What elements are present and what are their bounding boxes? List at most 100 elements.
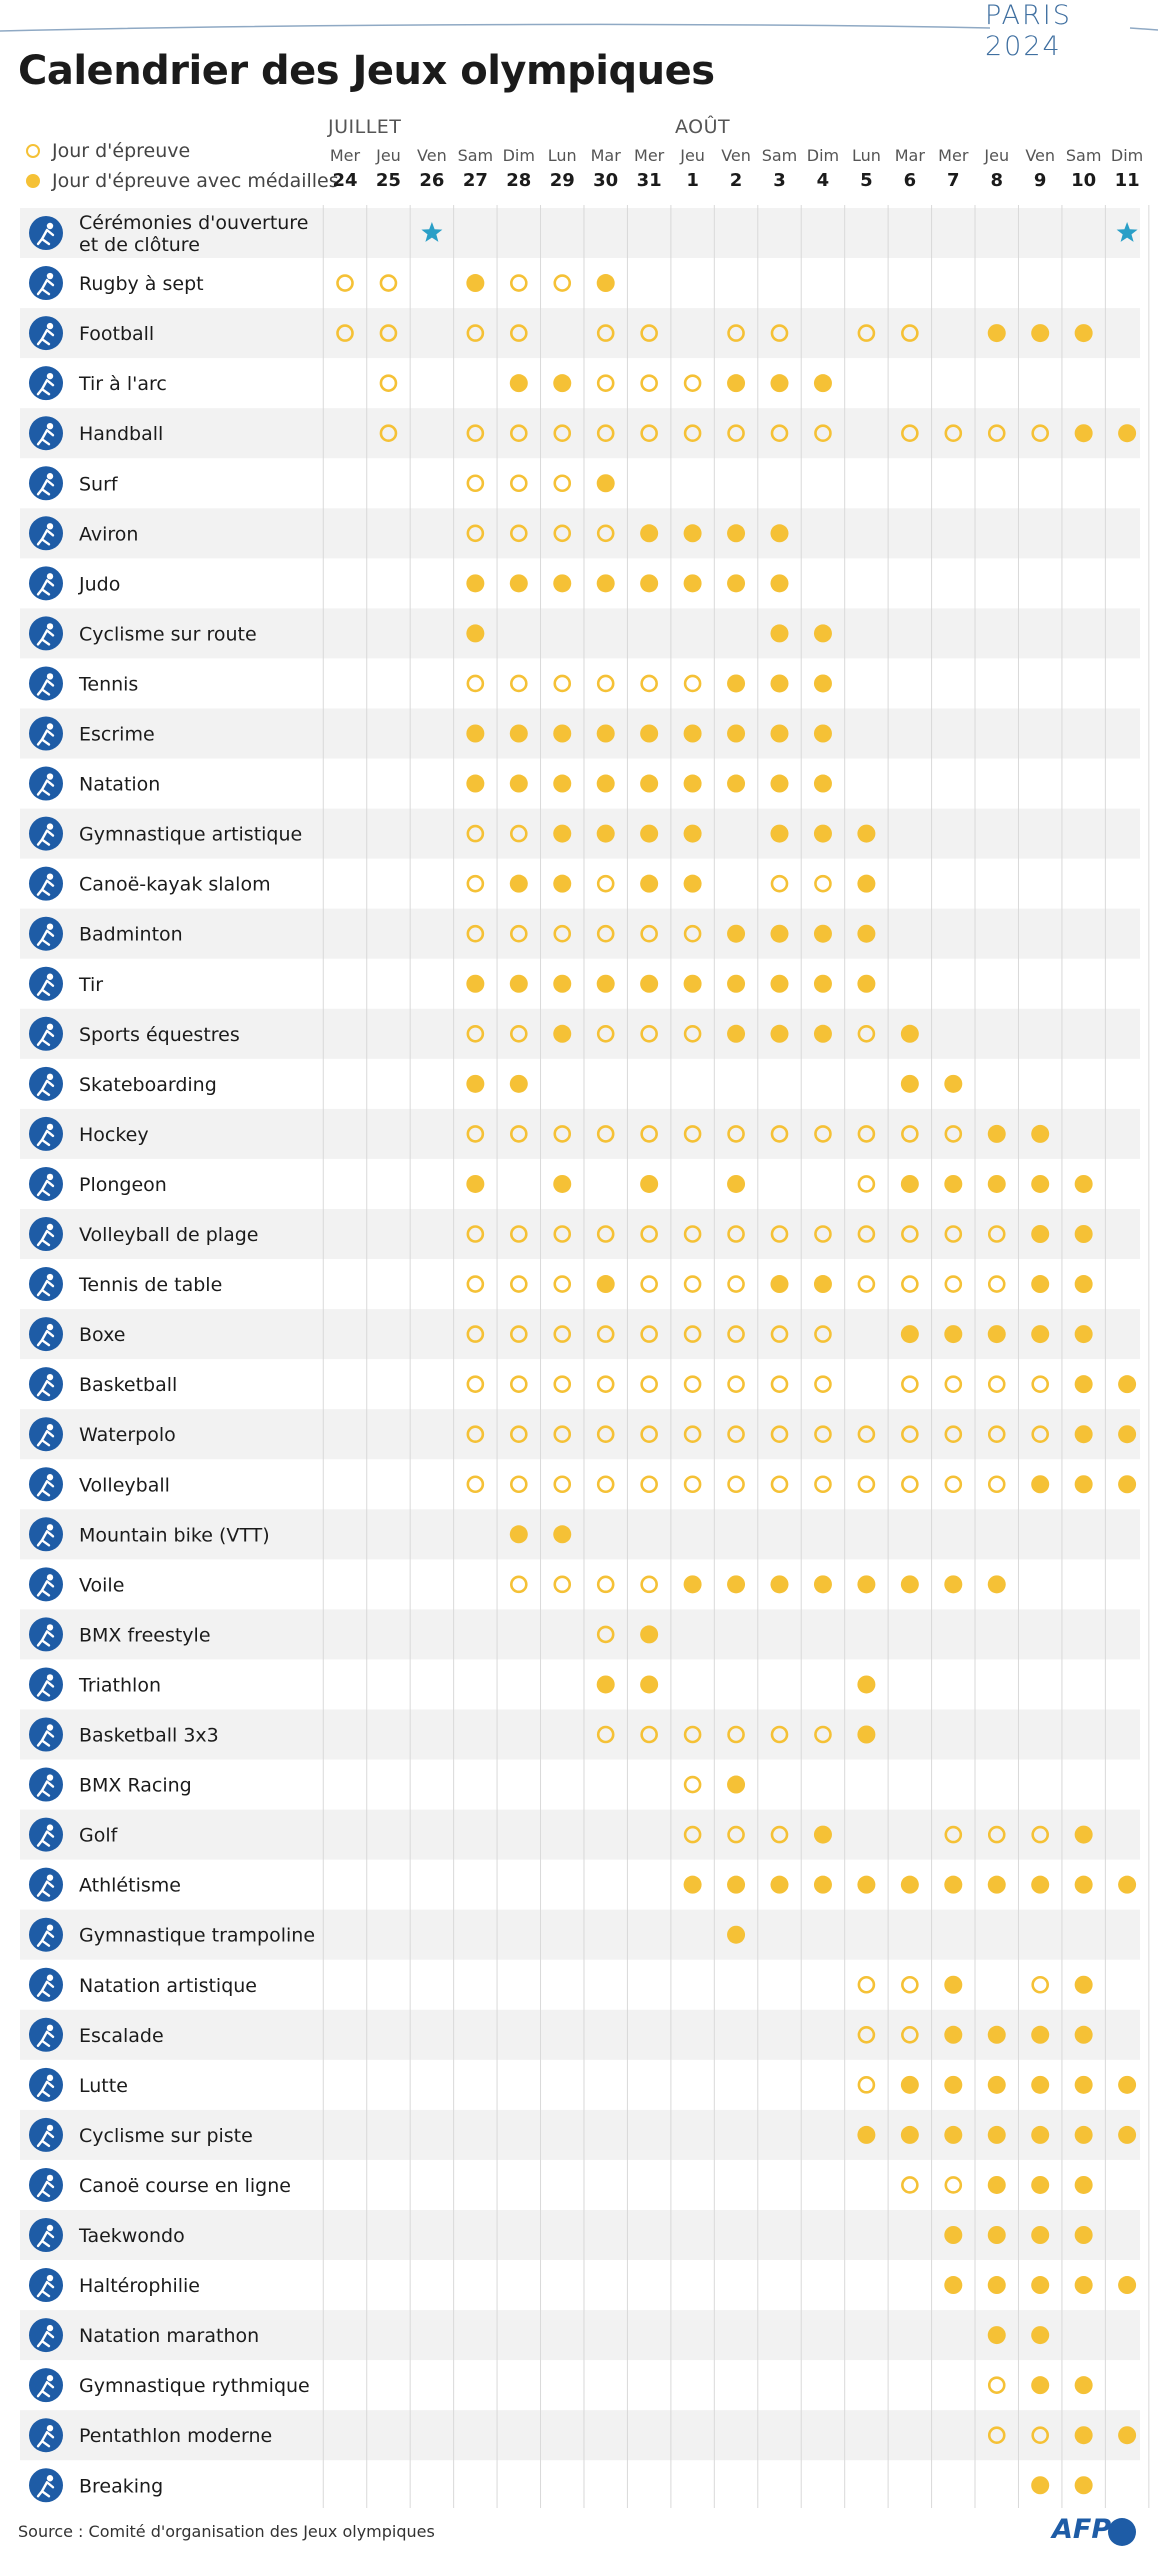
event-day-mark [814,1425,832,1443]
medal-day-mark [987,2175,1006,2194]
medal-day-mark [900,1575,919,1594]
event-day-mark [770,1125,789,1143]
day-weekday: Mar [895,146,926,165]
event-day-mark [596,324,615,342]
event-day-mark [987,1375,1006,1393]
medal-day-mark [770,674,789,693]
sport-label: Gymnastique trampoline [79,1925,315,1947]
day-weekday: Jeu [983,146,1009,165]
sport-label: Taekwondo [78,2225,185,2247]
event-day-mark [987,1425,1006,1443]
event-day-mark [596,1725,615,1744]
event-day-mark [770,1225,789,1243]
row-stripe [20,2009,1140,2060]
medal-day-mark [553,824,572,843]
event-day-mark [509,824,528,843]
medal-day-mark [553,574,572,593]
medal-day-mark [727,1575,746,1594]
medal-day-mark [1074,1375,1093,1394]
sport-label: Cyclisme sur route [79,623,257,645]
medal-day-mark [857,1575,876,1594]
table-tennis-icon [29,1267,63,1302]
month-label-july: JUILLET [328,116,402,138]
sport-label: BMX freestyle [79,1624,211,1646]
event-day-mark [944,1375,963,1393]
event-day-mark [466,874,485,893]
hockey-icon [29,1116,63,1151]
sport-label: Boxe [79,1324,125,1346]
day-date: 24 [332,170,357,191]
event-day-mark [901,1125,919,1143]
beach-volleyball-icon [29,1217,63,1251]
event-day-mark [509,1325,528,1343]
medal-day-mark [1074,1875,1093,1894]
medal-day-mark [944,1325,963,1344]
day-date: 26 [419,170,444,191]
event-day-mark [553,274,572,292]
medal-day-mark [727,774,746,793]
event-day-mark [770,1375,789,1393]
event-day-mark [466,1025,485,1043]
sport-label: Aviron [79,523,138,545]
archery-icon [29,366,63,401]
page-title: Calendrier des Jeux olympiques [18,48,715,94]
medal-day-mark [813,974,832,993]
medal-day-mark [640,1625,659,1644]
day-weekday: Mer [330,146,361,165]
event-day-mark [466,1125,485,1143]
medal-day-mark [509,1074,528,1093]
medal-day-mark [987,1325,1006,1344]
medal-day-mark [770,774,789,793]
event-day-mark [901,1475,919,1494]
event-day-mark [857,1275,876,1293]
sport-label: Canoë course en ligne [79,2175,291,2197]
event-day-mark [901,1975,919,1994]
medal-day-mark [770,1024,789,1043]
event-day-mark [770,1475,789,1494]
event-day-mark [640,324,658,342]
event-day-mark [683,924,702,943]
medal-day-mark [466,774,485,793]
event-day-mark [509,1025,528,1043]
event-day-mark [683,1425,702,1443]
event-day-mark [379,324,398,342]
medal-day-mark [1118,2075,1137,2094]
event-day-mark [509,1275,528,1293]
medal-day-mark [944,2125,963,2144]
event-day-mark [683,374,702,392]
event-day-mark [596,1225,615,1243]
medal-day-mark [857,824,876,843]
event-day-mark [944,424,963,443]
medal-day-mark [596,774,615,793]
day-weekday: Dim [1111,146,1143,165]
artistic-swimming-icon [29,1967,63,2002]
event-day-mark [683,1025,702,1043]
event-day-mark [987,1225,1006,1243]
sport-label: Waterpolo [79,1424,176,1446]
medal-day-mark [944,1875,963,1894]
event-day-mark [466,474,485,493]
sport-label: Pentathlon moderne [79,2425,272,2447]
event-day-mark [727,1125,745,1143]
afp-logo-dot [1108,2518,1136,2546]
day-date: 4 [817,170,830,191]
sport-label: Escrime [79,724,155,746]
row-stripe [20,1309,1140,1360]
row-stripe [20,708,1140,759]
row-stripe [20,1108,1140,1159]
medal-day-mark [1031,2226,1050,2244]
event-day-mark [683,1375,702,1393]
medal-day-mark [683,724,702,743]
row-stripe [20,1509,1140,1560]
day-date: 7 [947,170,960,191]
event-day-mark [727,1225,745,1243]
event-day-mark [379,424,398,443]
sport-label: Sports équestres [79,1024,240,1046]
medal-day-mark [770,524,789,543]
volleyball-icon [29,1467,63,1502]
event-day-mark [596,1325,615,1343]
event-day-mark [857,1225,876,1243]
event-day-mark [1031,2426,1049,2444]
day-weekday: Sam [458,146,494,165]
medal-day-mark [1074,2075,1093,2094]
